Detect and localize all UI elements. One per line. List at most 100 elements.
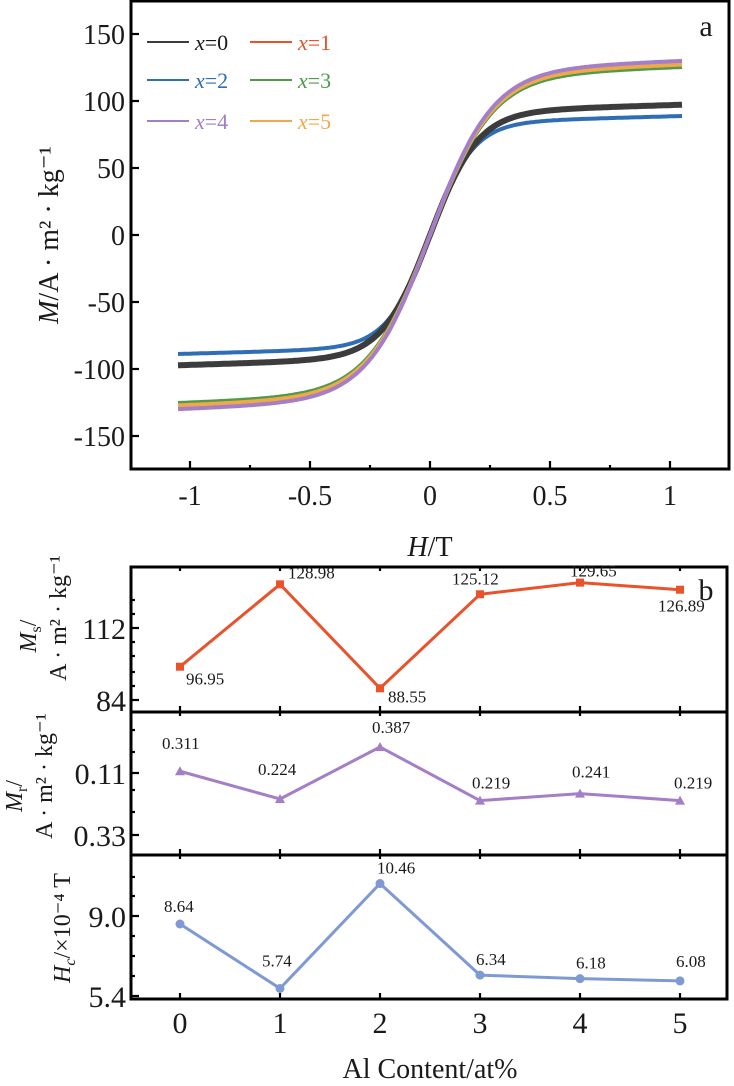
y-tick-label-a: -100: [74, 355, 125, 386]
data-label-mr: 0.241: [572, 763, 610, 782]
y-axis-title-ms-line2: A · m² · kg⁻¹: [46, 555, 72, 681]
data-label-mr: 0.219: [472, 774, 510, 793]
legend-item-x1: x=1: [250, 30, 331, 55]
series-ms: 96.95 128.98 88.55 125.12 129.65 126.89: [176, 562, 705, 706]
data-point-mr: [275, 794, 285, 803]
y-axis-title-ms: Ms/ A · m² · kg⁻¹: [16, 555, 72, 681]
data-label-hc: 6.08: [676, 952, 706, 971]
x-tick-label-b: 2: [373, 1007, 388, 1040]
data-point-ms: [576, 578, 584, 587]
legend-label: x=2: [194, 68, 228, 93]
legend-label: x=0: [194, 30, 228, 55]
y-axis-title-mr-line1: Mr/: [2, 780, 31, 813]
data-point-hc: [375, 879, 385, 889]
legend-label: x=1: [297, 30, 331, 55]
y-axis-title-hc: Hc/×10⁻⁴ T: [50, 873, 79, 984]
data-point-hc: [475, 970, 485, 980]
hc-symbol: H: [50, 964, 76, 984]
data-label-ms: 125.12: [452, 569, 499, 588]
data-point-mr: [375, 742, 385, 752]
data-label-hc: 5.74: [262, 951, 292, 970]
data-label-ms: 129.65: [570, 562, 617, 581]
series-line-mr: [179, 745, 681, 803]
panel-a-ticks: -1 -0.5 0 0.5 1 150 100 50 0 -50 -100 -150: [74, 20, 677, 512]
y-tick-label-ms: 112: [82, 613, 126, 646]
data-point-mr: [575, 788, 585, 798]
data-label-ms: 128.98: [288, 563, 335, 582]
panel-b-ticks: 112 84 0.11 0.33 9.0 5.4 0 1 2 3 4 5: [74, 567, 688, 1040]
legend-item-x4: x=4: [147, 109, 228, 134]
panel-a-curves: [177, 58, 683, 412]
mr-symbol: M: [2, 790, 28, 813]
ms-subscript: s: [28, 626, 45, 632]
y-tick-label-mr: 0.33: [74, 820, 127, 853]
x-tick-label-a: 0: [423, 481, 437, 512]
legend-label: x=5: [297, 109, 331, 134]
data-point-hc: [175, 919, 185, 929]
data-point-ms: [676, 585, 684, 594]
data-point-ms: [476, 590, 484, 599]
series-line-hc: [179, 881, 681, 991]
data-label-hc: 6.34: [476, 950, 506, 969]
x-tick-label-a: 1: [663, 481, 677, 512]
data-label-hc: 8.64: [164, 897, 194, 916]
hysteresis-curve-x4: [177, 58, 683, 412]
legend-label: x=4: [194, 109, 228, 134]
x-axis-title-b: Al Content/at%: [343, 1054, 518, 1085]
y-tick-label-mr: 0.11: [75, 758, 126, 791]
y-tick-label-a: 50: [97, 154, 125, 185]
data-point-ms: [176, 662, 184, 671]
panel-b-label: b: [699, 574, 714, 607]
data-label-ms: 126.89: [658, 597, 705, 616]
hc-unit: /×10⁻⁴ T: [50, 873, 76, 959]
data-label-mr: 0.219: [674, 774, 712, 793]
y-tick-label-a: -150: [74, 422, 125, 453]
x-tick-label-b: 3: [473, 1007, 488, 1040]
mr-slash: /: [2, 780, 28, 787]
data-point-mr: [475, 795, 485, 805]
x-axis-title-a: H/T: [406, 532, 452, 563]
data-label-hc: 10.46: [377, 859, 415, 878]
y-tick-label-a: -50: [88, 288, 125, 319]
data-label-hc: 6.18: [576, 954, 606, 973]
y-axis-title-ms-line1: Ms/: [16, 619, 45, 653]
data-point-hc: [575, 974, 585, 984]
data-label-ms: 96.95: [186, 670, 224, 689]
x-axis-title-a-unit: /T: [428, 532, 453, 563]
x-tick-label-b: 0: [173, 1007, 188, 1040]
ms-slash: /: [16, 619, 42, 626]
x-tick-label-b: 1: [273, 1007, 288, 1040]
legend: x=0 x=1 x=2 x=3 x=4 x=5: [147, 30, 331, 134]
y-tick-label-ms: 84: [96, 685, 126, 718]
y-axis-title-mr: Mr/ A · m² · kg⁻¹: [2, 713, 58, 839]
x-tick-label-a: -1: [178, 481, 201, 512]
y-axis-title-mr-line2: A · m² · kg⁻¹: [32, 713, 58, 839]
y-tick-label-a: 150: [83, 20, 125, 51]
hc-subscript: c: [62, 959, 79, 966]
data-label-mr: 0.311: [162, 734, 200, 753]
data-point-ms: [276, 580, 284, 589]
data-point-hc: [675, 976, 685, 986]
data-point-mr: [175, 766, 185, 776]
series-mr: 0.311 0.224 0.387 0.219 0.241 0.219: [162, 718, 712, 805]
x-tick-label-b: 4: [573, 1007, 588, 1040]
series-line-ms: [179, 581, 681, 691]
y-tick-label-a: 100: [83, 87, 125, 118]
data-point-ms: [376, 684, 384, 693]
x-tick-label-b: 5: [673, 1007, 688, 1040]
y-tick-label-hc: 9.0: [89, 901, 127, 934]
legend-item-x3: x=3: [250, 68, 331, 93]
y-tick-label-hc: 5.4: [89, 981, 127, 1014]
series-hc: 8.64 5.74 10.46 6.34 6.18 6.08: [164, 859, 706, 993]
legend-item-x5: x=5: [250, 109, 331, 134]
y-axis-title-a-unit: /A · m² · kg⁻¹: [34, 146, 65, 300]
data-point-mr: [675, 795, 685, 805]
x-axis-title-a-var: H: [406, 532, 429, 563]
data-point-hc: [275, 983, 285, 993]
panel-b-frame: [129, 565, 729, 1001]
x-tick-label-a: -0.5: [288, 481, 332, 512]
y-axis-title-a: M/A · m² · kg⁻¹: [34, 146, 65, 325]
